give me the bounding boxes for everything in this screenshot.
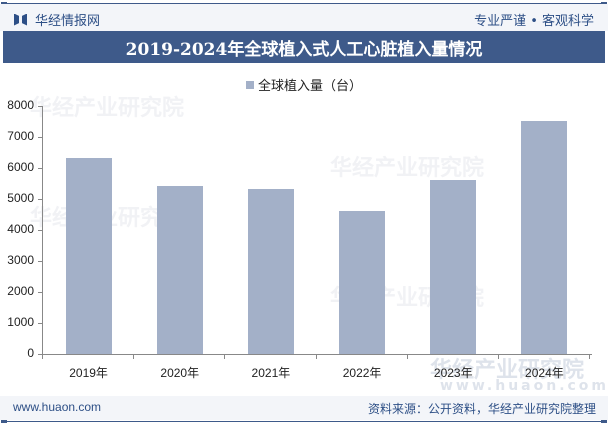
x-tick-label: 2023年: [433, 366, 473, 380]
x-tick: [589, 354, 590, 359]
y-tick-label: 3000: [7, 253, 34, 267]
footer-source: 资料来源：公开资料，华经产业研究院整理: [367, 402, 596, 416]
footer-bar: www.huaon.com 资料来源：公开资料，华经产业研究院整理: [0, 396, 608, 420]
footer-url: www.huaon.com: [13, 400, 102, 414]
bar-2022年: [339, 211, 386, 354]
x-tick: [406, 354, 408, 359]
bar-2024年: [521, 120, 568, 354]
x-tick: [315, 354, 317, 359]
bar-2021年: [247, 189, 294, 354]
y-tick-label: 6000: [7, 160, 34, 174]
y-tick: [38, 168, 42, 169]
y-tick: [38, 354, 42, 355]
x-tick-label: 2024年: [525, 366, 564, 380]
x-tick-label: 2020年: [160, 366, 200, 380]
y-tick: [38, 323, 42, 324]
legend-swatch-icon: [245, 80, 254, 89]
x-axis: [38, 354, 592, 355]
y-tick: [38, 292, 42, 293]
y-tick: [38, 106, 42, 107]
y-axis: [42, 106, 43, 354]
y-tick-label: 7000: [7, 129, 34, 143]
x-tick: [42, 354, 43, 359]
y-tick: [38, 261, 42, 262]
bottom-border: [1, 420, 607, 423]
top-border: [1, 2, 607, 5]
brand-name: 华经情报网: [35, 14, 101, 29]
x-tick: [224, 354, 226, 359]
y-tick-label: 0: [27, 346, 34, 360]
brand: 华经情报网: [14, 10, 100, 29]
chart-title: 2019-2024年全球植入式人工心脏植入量情况: [3, 31, 605, 63]
legend: 全球植入量（台）: [0, 75, 608, 94]
slogan: 专业严谨 • 客观科学: [474, 14, 594, 29]
x-tick-label: 2022年: [342, 366, 382, 380]
x-tick-label: 2019年: [69, 366, 108, 380]
y-tick-label: 1000: [7, 315, 34, 329]
x-tick: [497, 354, 499, 359]
bar-2019年: [65, 158, 112, 354]
y-tick-label: 4000: [7, 222, 34, 236]
y-tick: [38, 230, 42, 231]
bar-2023年: [430, 180, 477, 354]
y-tick-label: 5000: [7, 191, 34, 205]
y-tick: [38, 137, 42, 138]
x-tick: [133, 354, 135, 359]
legend-label: 全球植入量（台）: [257, 79, 362, 94]
y-tick: [38, 199, 42, 200]
bar-2020年: [156, 185, 203, 354]
x-tick-label: 2021年: [251, 366, 291, 380]
header-bar: 华经情报网 专业严谨 • 客观科学: [0, 4, 608, 31]
y-tick-label: 2000: [7, 284, 34, 298]
y-tick-label: 8000: [7, 98, 34, 112]
